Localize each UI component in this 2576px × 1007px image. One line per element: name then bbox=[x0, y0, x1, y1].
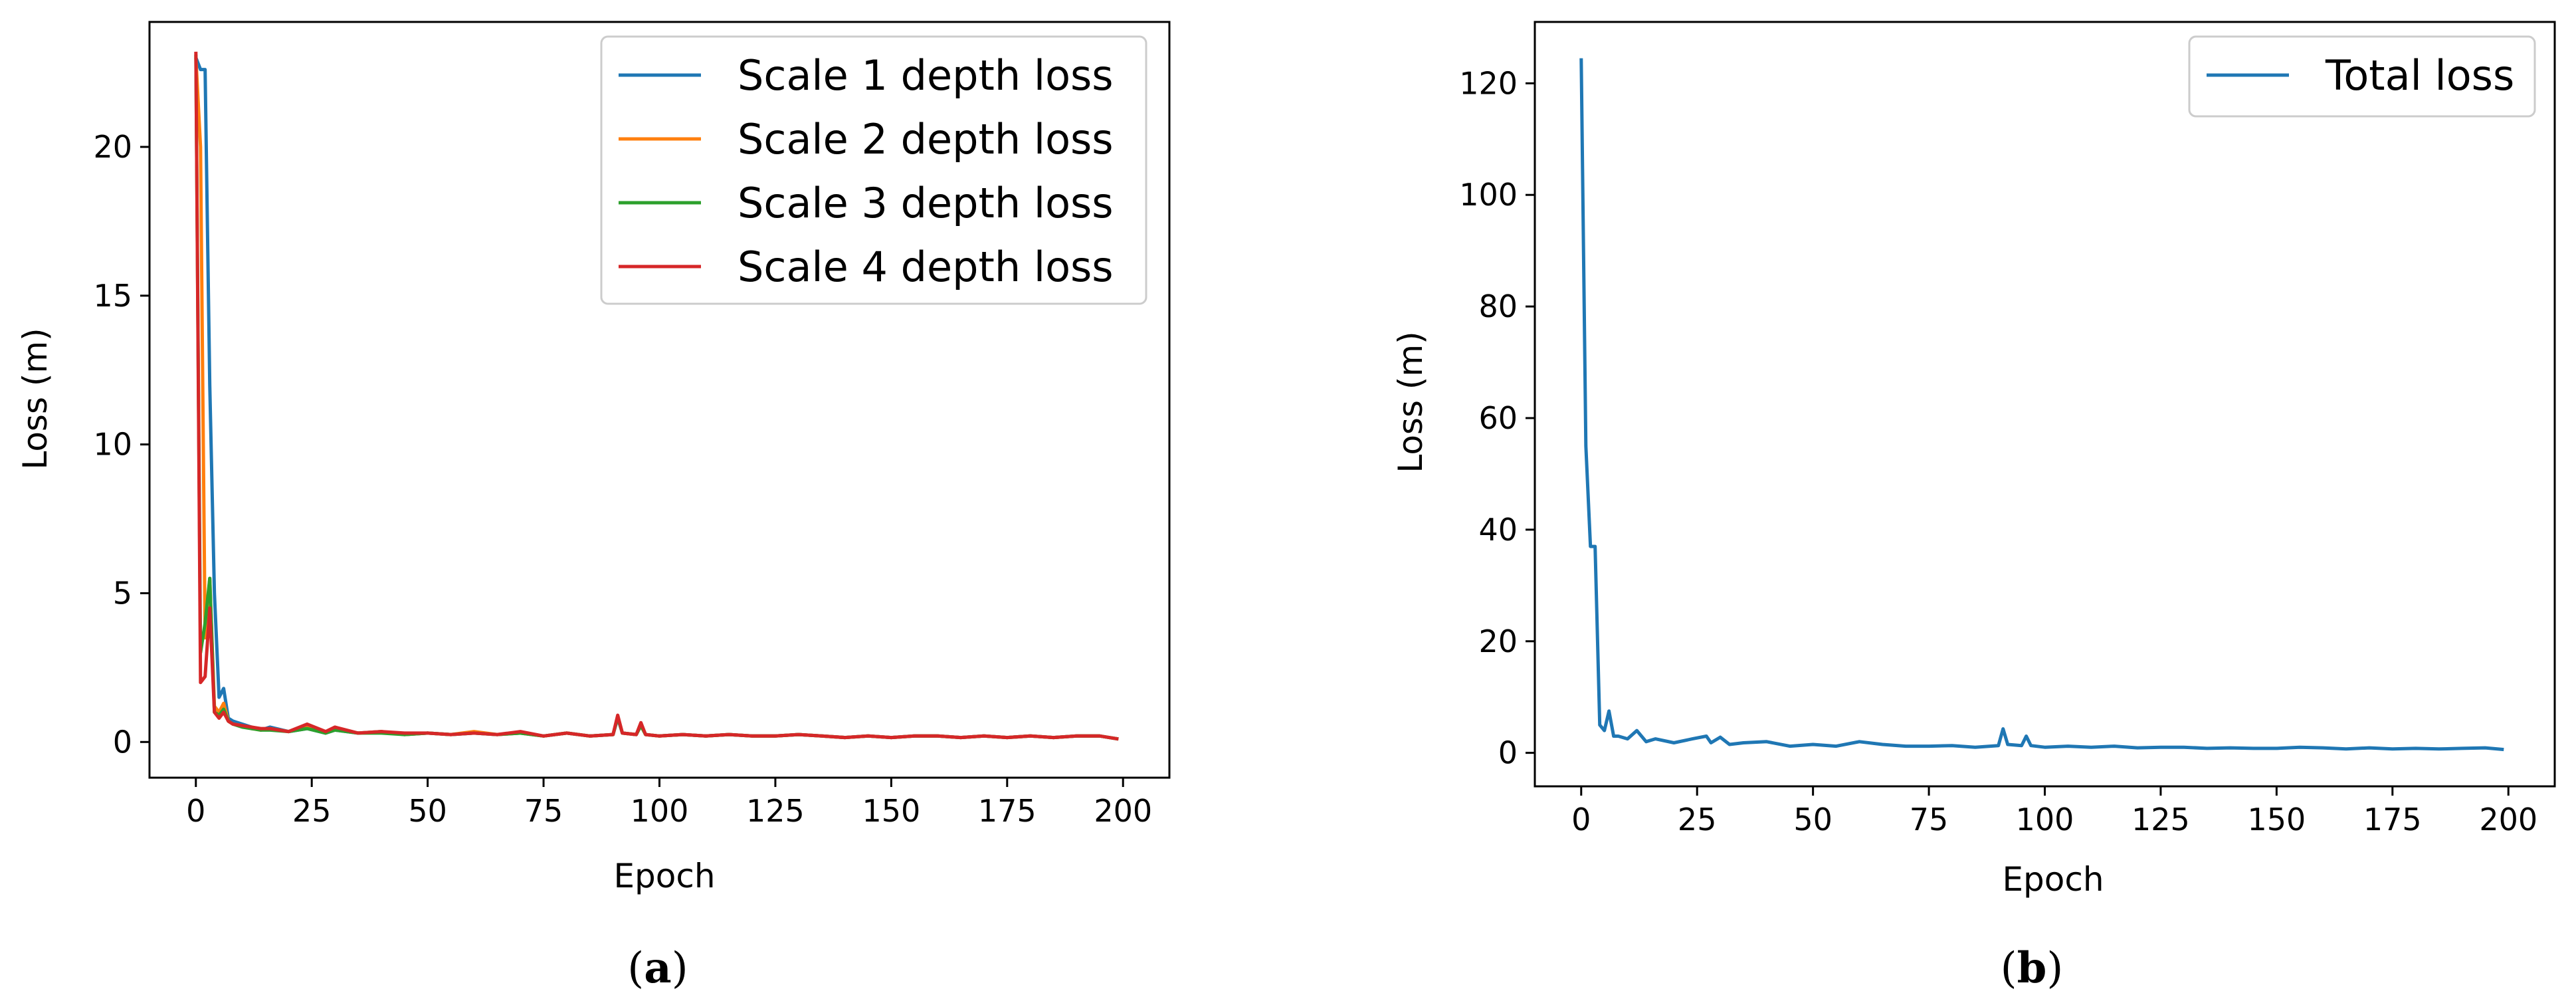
legend-a: Scale 1 depth loss Scale 2 depth loss Scal… bbox=[600, 35, 1147, 305]
x-tick-label-a-1: 25 bbox=[292, 793, 332, 829]
legend-label-a-2: Scale 2 depth loss bbox=[738, 115, 1114, 164]
plot-frame-b bbox=[1534, 21, 2556, 788]
x-axis-label-b: Epoch bbox=[2002, 860, 2104, 899]
legend-label-b-1: Total loss bbox=[2325, 51, 2514, 100]
legend-box-b bbox=[2188, 35, 2536, 118]
y-tick-label-b-6: 120 bbox=[1459, 65, 1518, 101]
y-tick-label-b-1: 20 bbox=[1478, 623, 1518, 659]
caption-b: (b) bbox=[2001, 943, 2064, 993]
legend-label-a-3: Scale 3 depth loss bbox=[738, 179, 1114, 227]
x-tick-label-b-0: 0 bbox=[1571, 802, 1591, 838]
caption-a-open: ( bbox=[627, 944, 644, 993]
y-tick-label-a-3: 15 bbox=[93, 278, 132, 314]
x-tick-label-a-7: 175 bbox=[978, 793, 1037, 829]
y-tick-label-b-3: 60 bbox=[1478, 400, 1518, 436]
series-layer-a bbox=[194, 51, 1119, 741]
x-ticks-b: 0 25 50 75 100 125 150 175 200 bbox=[1571, 786, 2537, 838]
x-tick-label-b-7: 175 bbox=[2363, 802, 2422, 838]
x-tick-label-b-4: 100 bbox=[2016, 802, 2074, 838]
x-tick-label-b-5: 125 bbox=[2131, 802, 2190, 838]
x-tick-label-a-4: 100 bbox=[631, 793, 689, 829]
caption-b-close: ) bbox=[2046, 944, 2063, 993]
x-tick-label-a-3: 75 bbox=[524, 793, 563, 829]
series-line-a-4 bbox=[194, 51, 1119, 741]
x-tick-label-b-3: 75 bbox=[1910, 802, 1949, 838]
y-tick-label-a-4: 20 bbox=[93, 129, 132, 165]
y-ticks-b: 0 20 40 60 80 100 120 bbox=[1459, 65, 1535, 771]
caption-a: (a) bbox=[627, 943, 688, 993]
caption-b-letter: b bbox=[2017, 943, 2047, 993]
x-tick-label-a-0: 0 bbox=[186, 793, 205, 829]
caption-a-close: ) bbox=[672, 944, 688, 993]
y-tick-label-a-2: 10 bbox=[93, 427, 132, 463]
y-tick-label-a-1: 5 bbox=[113, 575, 132, 611]
y-axis-label-b: Loss (m) bbox=[1391, 331, 1430, 473]
x-tick-label-b-2: 50 bbox=[1793, 802, 1833, 838]
legend-items-a: Scale 1 depth loss Scale 2 depth loss Scal… bbox=[619, 51, 1114, 291]
x-axis-label-a: Epoch bbox=[613, 857, 715, 895]
y-tick-label-b-4: 80 bbox=[1478, 288, 1518, 324]
x-ticks-a: 0 25 50 75 100 125 150 175 200 bbox=[186, 778, 1152, 829]
y-tick-label-b-0: 0 bbox=[1498, 735, 1518, 771]
legend-b: Total loss bbox=[2188, 35, 2536, 118]
legend-label-a-4: Scale 4 depth loss bbox=[738, 243, 1114, 291]
series-layer-b bbox=[1579, 58, 2504, 752]
legend-items-b: Total loss bbox=[2207, 51, 2514, 100]
x-tick-label-a-8: 200 bbox=[1094, 793, 1152, 829]
series-line-b-1 bbox=[1579, 58, 2504, 752]
chart-panel-a: 0 25 50 75 100 125 150 175 200 0 5 10 15 20 Epoch Lo… bbox=[16, 21, 1171, 895]
x-tick-label-a-6: 150 bbox=[862, 793, 920, 829]
caption-a-letter: a bbox=[644, 943, 671, 993]
y-axis-label-a: Loss (m) bbox=[16, 328, 54, 469]
x-tick-label-b-8: 200 bbox=[2479, 802, 2537, 838]
y-ticks-a: 0 5 10 15 20 bbox=[93, 129, 149, 760]
x-tick-label-b-1: 25 bbox=[1678, 802, 1717, 838]
legend-box-a bbox=[600, 35, 1147, 305]
x-tick-label-a-5: 125 bbox=[746, 793, 805, 829]
y-tick-label-b-2: 40 bbox=[1478, 512, 1518, 548]
y-tick-label-b-5: 100 bbox=[1459, 177, 1518, 213]
y-tick-label-a-0: 0 bbox=[113, 724, 132, 760]
legend-label-a-1: Scale 1 depth loss bbox=[738, 51, 1114, 100]
caption-b-open: ( bbox=[2001, 944, 2017, 993]
chart-panel-b: 0 25 50 75 100 125 150 175 200 0 20 40 60 80 100 120 E… bbox=[1391, 21, 2556, 899]
x-tick-label-b-6: 150 bbox=[2247, 802, 2306, 838]
x-tick-label-a-2: 50 bbox=[408, 793, 447, 829]
